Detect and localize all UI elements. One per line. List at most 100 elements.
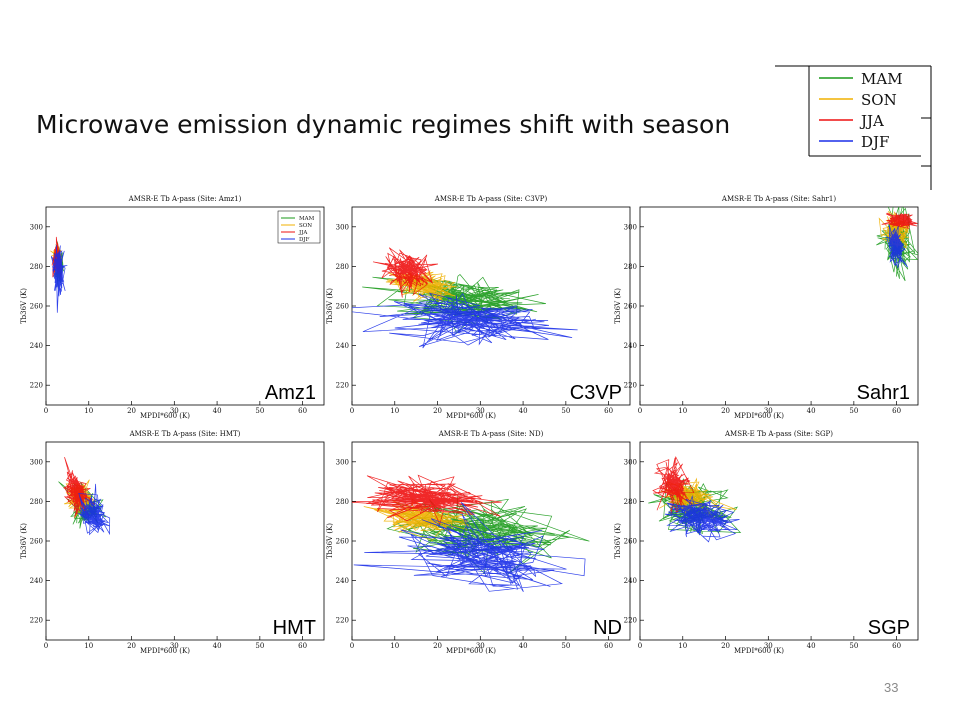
site-label: Sahr1 — [857, 382, 910, 404]
chart-title: AMSR-E Tb A-pass (Site: HMT) — [129, 430, 241, 438]
x-axis-label: MPDI*600 (K) — [734, 412, 784, 420]
legend-label-mam: MAM — [861, 70, 903, 88]
x-tick-label: 0 — [350, 407, 354, 415]
plot-frame — [639, 206, 919, 406]
x-tick-label: 0 — [44, 407, 48, 415]
x-tick-label: 0 — [350, 642, 354, 650]
y-tick-label: 220 — [30, 382, 43, 390]
x-tick-label: 20 — [127, 642, 136, 650]
y-tick-label: 300 — [30, 223, 43, 231]
y-tick-label: 260 — [30, 538, 43, 546]
x-tick-label: 10 — [84, 407, 93, 415]
chart-title: AMSR-E Tb A-pass (Site: SGP) — [724, 430, 833, 438]
x-tick-label: 60 — [298, 642, 307, 650]
x-tick-label: 60 — [892, 407, 901, 415]
series-jja — [63, 456, 96, 518]
x-tick-label: 30 — [764, 642, 773, 650]
y-axis-label: Tb36V (K) — [614, 288, 622, 324]
season-legend: MAM SON JJA DJF — [775, 65, 932, 190]
y-tick-label: 240 — [336, 577, 349, 585]
y-tick-label: 280 — [336, 498, 349, 506]
y-axis-label: Tb36V (K) — [326, 523, 334, 559]
x-tick-label: 20 — [433, 642, 442, 650]
x-axis-label: MPDI*600 (K) — [446, 412, 496, 420]
x-tick-label: 20 — [433, 407, 442, 415]
site-label: C3VP — [570, 382, 622, 404]
chart-panel-amz1: AMSR-E Tb A-pass (Site: Amz1) 0 10 20 30 40 50… — [20, 195, 325, 420]
y-tick-label: 260 — [30, 303, 43, 311]
series-jja — [352, 474, 502, 526]
chart-panel-sgp: AMSR-E Tb A-pass (Site: SGP) 0 10 20 30 40 50 6… — [614, 430, 919, 655]
y-tick-label: 240 — [624, 342, 637, 350]
panel-legend-label: MAM — [299, 216, 315, 222]
y-tick-label: 280 — [624, 498, 637, 506]
x-tick-label: 30 — [476, 407, 485, 415]
slide-title: Microwave emission dynamic regimes shift… — [36, 110, 731, 139]
x-tick-label: 50 — [849, 642, 858, 650]
x-tick-label: 40 — [213, 642, 222, 650]
site-label: HMT — [273, 617, 316, 639]
y-tick-label: 300 — [30, 458, 43, 466]
x-axis-label: MPDI*600 (K) — [140, 412, 190, 420]
panel-legend-label: DJF — [299, 237, 310, 243]
y-tick-label: 280 — [30, 498, 43, 506]
y-tick-label: 260 — [336, 303, 349, 311]
y-tick-label: 220 — [624, 617, 637, 625]
y-tick-label: 220 — [30, 617, 43, 625]
y-tick-label: 240 — [336, 342, 349, 350]
chart-title: AMSR-E Tb A-pass (Site: ND) — [438, 430, 544, 438]
page-number: 33 — [884, 680, 899, 695]
x-tick-label: 60 — [604, 407, 613, 415]
chart-title: AMSR-E Tb A-pass (Site: Amz1) — [128, 195, 242, 203]
y-tick-label: 280 — [30, 263, 43, 271]
y-tick-label: 240 — [30, 342, 43, 350]
y-tick-label: 260 — [624, 538, 637, 546]
x-tick-label: 30 — [764, 407, 773, 415]
x-tick-label: 10 — [678, 407, 687, 415]
chart-panel-sahr1: AMSR-E Tb A-pass (Site: Sahr1) 0 10 20 30 40 5… — [614, 195, 919, 420]
plot-frame — [45, 441, 325, 641]
x-tick-label: 60 — [892, 642, 901, 650]
plot-frame — [639, 441, 919, 641]
chart-panel-nd: AMSR-E Tb A-pass (Site: ND) 0 10 20 30 40 50 60… — [326, 430, 631, 655]
y-tick-label: 260 — [624, 303, 637, 311]
y-tick-label: 300 — [624, 458, 637, 466]
x-tick-label: 60 — [298, 407, 307, 415]
series-djf — [352, 292, 578, 349]
legend-label-jja: JJA — [859, 112, 884, 130]
series-djf — [886, 225, 908, 270]
x-tick-label: 50 — [849, 407, 858, 415]
y-tick-label: 260 — [336, 538, 349, 546]
x-tick-label: 60 — [604, 642, 613, 650]
panel-legend-label: JJA — [298, 230, 308, 236]
x-tick-label: 10 — [390, 407, 399, 415]
y-tick-label: 300 — [336, 223, 349, 231]
x-axis-label: MPDI*600 (K) — [446, 647, 496, 655]
y-axis-label: Tb36V (K) — [614, 523, 622, 559]
y-tick-label: 220 — [336, 382, 349, 390]
series-jja — [652, 456, 695, 515]
x-tick-label: 20 — [721, 407, 730, 415]
series-son — [659, 477, 737, 523]
y-tick-label: 280 — [336, 263, 349, 271]
x-tick-label: 50 — [255, 407, 264, 415]
y-tick-label: 220 — [624, 382, 637, 390]
site-label: SGP — [868, 617, 910, 639]
y-tick-label: 300 — [624, 223, 637, 231]
x-axis-label: MPDI*600 (K) — [140, 647, 190, 655]
x-tick-label: 30 — [170, 642, 179, 650]
series-djf — [50, 245, 68, 313]
x-tick-label: 0 — [638, 642, 642, 650]
legend-label-son: SON — [861, 91, 897, 109]
x-tick-label: 50 — [561, 407, 570, 415]
chart-title: AMSR-E Tb A-pass (Site: C3VP) — [434, 195, 548, 203]
y-axis-label: Tb36V (K) — [326, 288, 334, 324]
x-tick-label: 10 — [678, 642, 687, 650]
legend-label-djf: DJF — [861, 133, 889, 151]
x-tick-label: 40 — [519, 407, 528, 415]
x-tick-label: 40 — [807, 642, 816, 650]
x-tick-label: 40 — [213, 407, 222, 415]
x-tick-label: 30 — [476, 642, 485, 650]
